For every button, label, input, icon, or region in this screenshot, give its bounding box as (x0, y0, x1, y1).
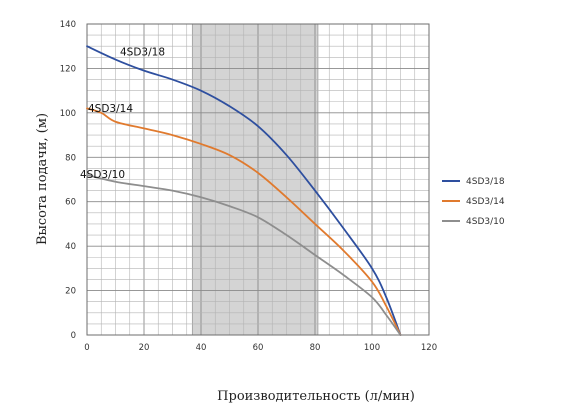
series-line-1 (86, 45, 402, 336)
y-tick-label: 120 (60, 64, 76, 74)
y-tick-label: 80 (65, 153, 76, 163)
y-axis-title: Высота подачи, (м) (35, 113, 50, 245)
grid (86, 23, 430, 336)
curve-label-3: 4SD3/10 (80, 169, 125, 181)
y-tick-label: 20 (65, 287, 76, 297)
legend-label-2: 4SD3/14 (466, 197, 505, 207)
y-tick-label: 0 (71, 331, 76, 341)
x-axis-title: Производительность (л/мин) (217, 389, 415, 404)
series-line-3 (86, 174, 402, 336)
series-lines (86, 45, 402, 336)
curve-label-1: 4SD3/18 (120, 47, 165, 59)
x-tick-label: 20 (139, 343, 150, 353)
x-tick-label: 120 (421, 343, 437, 353)
legend: 4SD3/18 4SD3/14 4SD3/10 (442, 177, 505, 227)
legend-label-1: 4SD3/18 (466, 177, 505, 187)
y-tick-label: 100 (60, 109, 76, 119)
curve-labels: 4SD3/18 4SD3/14 4SD3/10 (80, 47, 165, 182)
axes: 0 20 40 60 80 100 120 0 20 40 60 80 100 120 140 (60, 20, 437, 353)
legend-label-3: 4SD3/10 (466, 217, 505, 227)
x-tick-label: 0 (84, 343, 89, 353)
series-line-2 (86, 107, 402, 336)
x-tick-label: 80 (310, 343, 321, 353)
y-tick-label: 60 (65, 198, 76, 208)
x-tick-label: 60 (253, 343, 264, 353)
x-tick-label: 40 (196, 343, 207, 353)
plot-frame (86, 23, 430, 336)
y-tick-label: 140 (60, 20, 76, 30)
x-tick-label: 100 (364, 343, 380, 353)
curve-label-2: 4SD3/14 (88, 103, 133, 115)
y-tick-label: 40 (65, 242, 76, 252)
